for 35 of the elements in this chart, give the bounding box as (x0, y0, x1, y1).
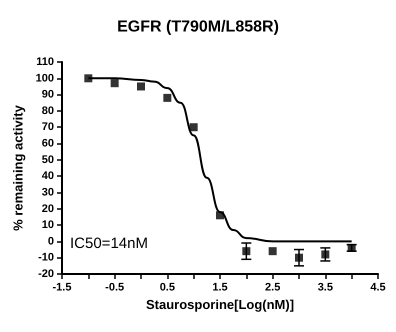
x-tick-label: 0.5 (160, 282, 175, 294)
annotation: IC50=14nM (70, 235, 148, 252)
x-tick-label: 2.5 (265, 282, 280, 294)
y-tick-label: 60 (42, 138, 54, 150)
y-axis-title: % remaining activity (10, 104, 26, 231)
y-tick-label: 30 (42, 186, 54, 198)
y-tick-label: 10 (42, 219, 54, 232)
x-axis-title: Staurosporine[Log(nM)] (146, 297, 294, 312)
point (163, 94, 172, 102)
y-tick-label: 0 (48, 235, 54, 248)
point (110, 79, 119, 88)
x-tick-label: 1.5 (212, 282, 228, 294)
point (268, 247, 277, 256)
y-tick-label: 90 (42, 88, 54, 101)
point (242, 247, 250, 256)
point (137, 82, 145, 90)
x-tick-label: -1.5 (52, 282, 72, 294)
x-tick-label: 3.5 (318, 282, 333, 294)
point (295, 254, 303, 262)
y-tick-label: 20 (42, 202, 54, 215)
y-tick-label: 80 (42, 104, 54, 117)
y-tick-label: 100 (36, 72, 54, 84)
y-tick-label: 70 (42, 121, 54, 134)
y-tick-label: 40 (42, 170, 54, 182)
y-tick-label: -10 (38, 252, 54, 264)
x-tick-label: 4.5 (370, 282, 386, 294)
y-tick-label: 50 (42, 154, 54, 166)
point (84, 74, 92, 82)
y-tick-label: 110 (36, 56, 54, 68)
point (321, 250, 330, 258)
point (190, 123, 198, 132)
y-tick-label: -20 (38, 268, 54, 280)
chart-title: EGFR (T790M/L858R) (117, 18, 279, 36)
x-tick-label: -0.5 (105, 282, 124, 294)
point (216, 211, 224, 220)
